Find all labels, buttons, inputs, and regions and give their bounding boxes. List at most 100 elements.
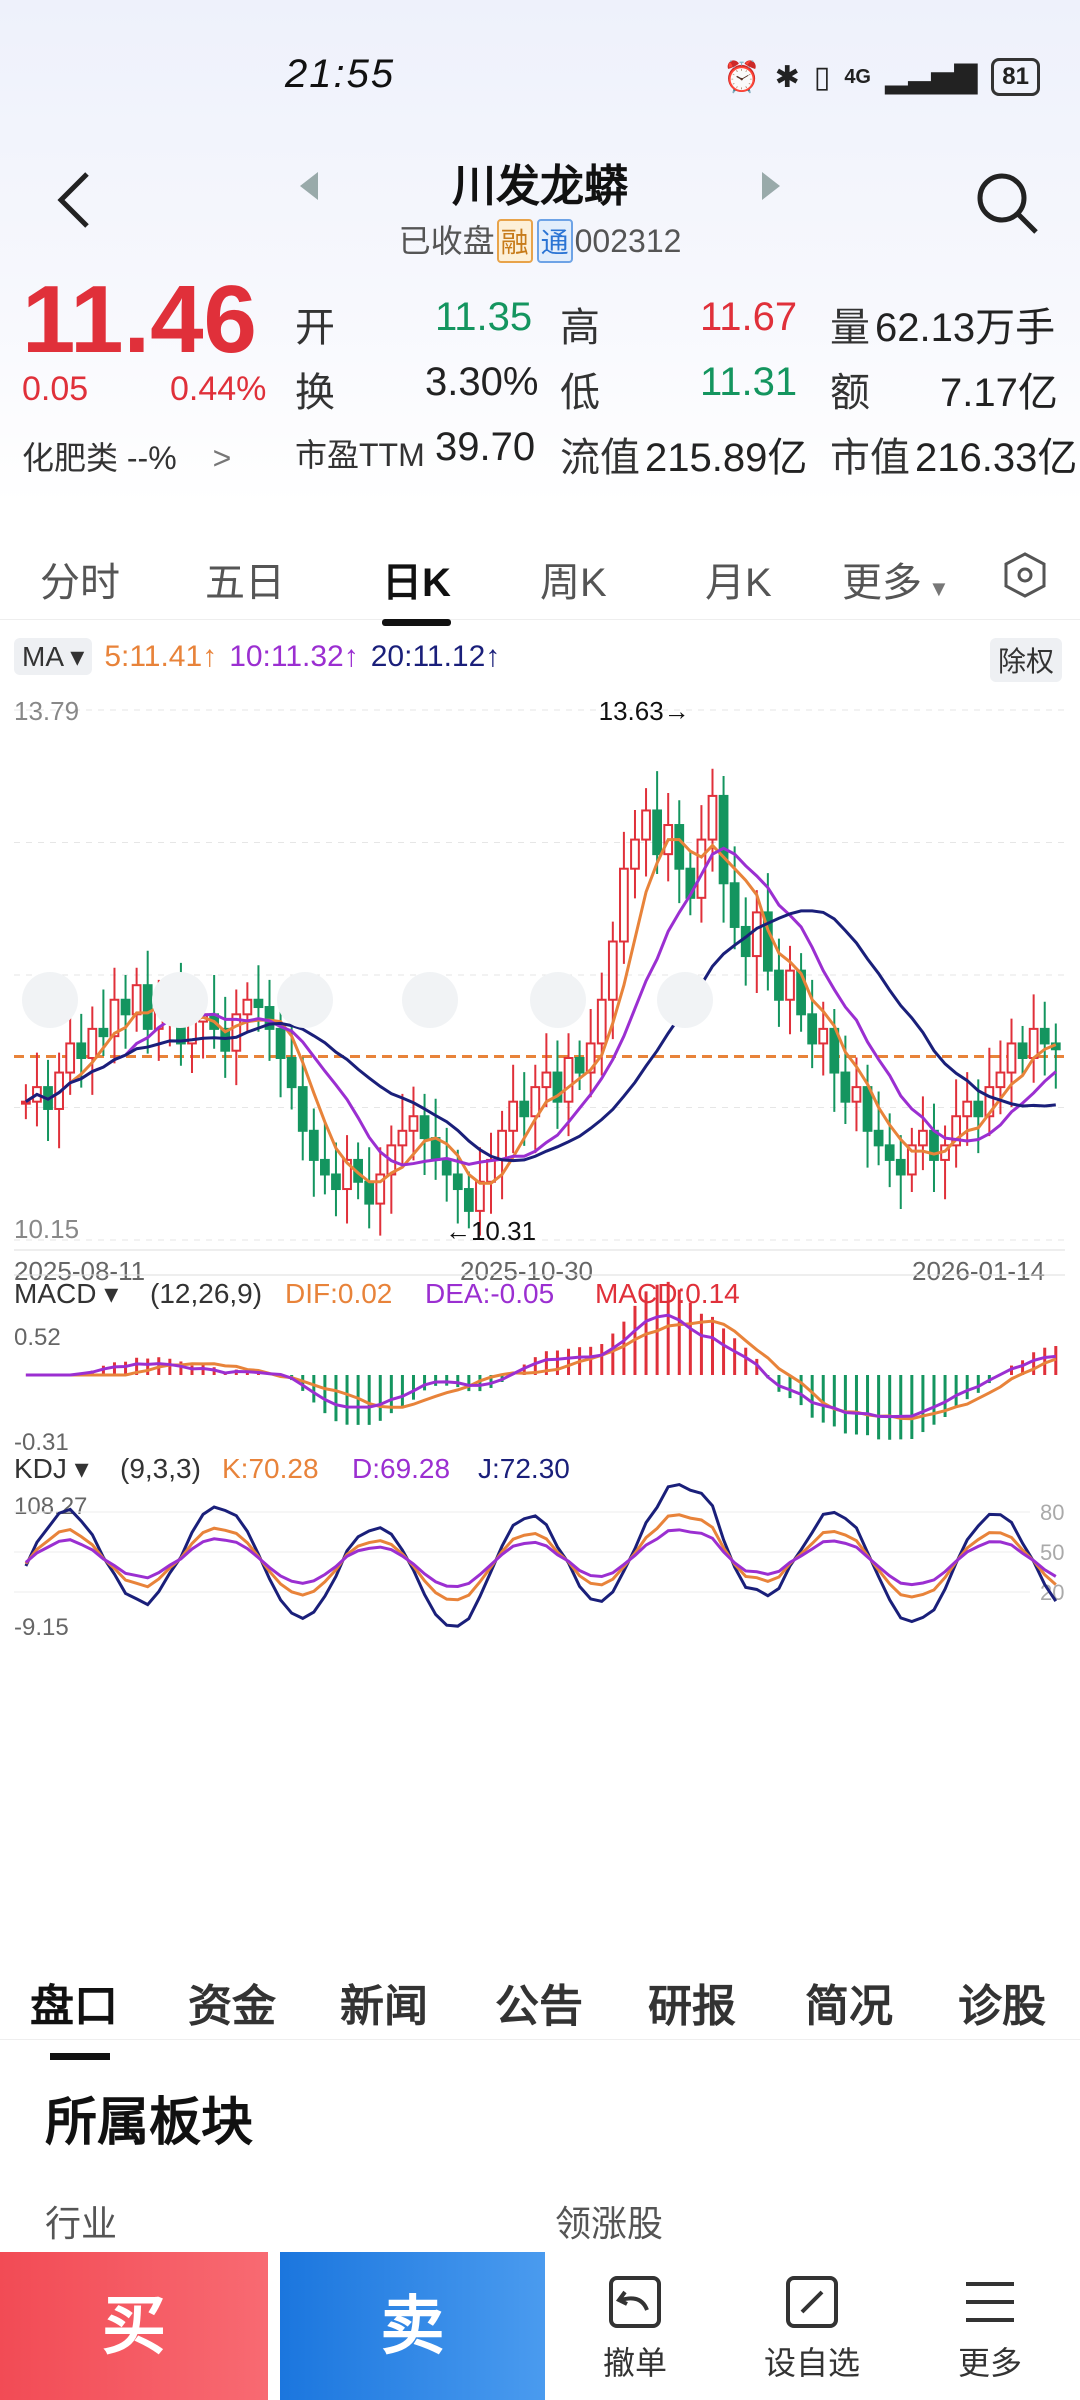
candle-body (87, 1027, 98, 1059)
turnover-label: 换 (295, 371, 335, 415)
battery-icon: 81 (991, 58, 1040, 96)
candle-body (1039, 1027, 1050, 1045)
tab-announcements[interactable]: 公告 (495, 1982, 583, 2031)
ma20-line (25, 909, 1056, 1163)
ma10-value: 10:11.32↑ (229, 639, 359, 673)
candle-body (364, 1180, 375, 1205)
sector-link[interactable]: 化肥类 --% > (22, 440, 232, 476)
chart-settings-icon[interactable] (1000, 550, 1050, 600)
sector-text: 化肥类 --% (22, 440, 177, 476)
tab-profile[interactable]: 简况 (805, 1982, 893, 2031)
ma5-value: 5:11.41↑ (104, 639, 218, 673)
candle-body (984, 1086, 995, 1118)
margin-tag: 融 (496, 219, 533, 263)
cancel-order-button[interactable]: 撤单 (565, 2272, 705, 2384)
next-stock-icon[interactable] (762, 172, 780, 200)
candle-body (21, 1100, 31, 1105)
chart-control-button (22, 972, 78, 1028)
kdj-level-label: 50 (1040, 1540, 1064, 1565)
candle-body (419, 1115, 430, 1140)
prev-stock-icon[interactable] (300, 172, 318, 200)
open-label: 开 (295, 306, 335, 350)
back-icon[interactable] (55, 170, 95, 230)
turnover-value: 3.30% (425, 360, 539, 404)
tab-intraday[interactable]: 分时 (40, 561, 120, 605)
ma-label: MA (22, 641, 63, 672)
chart-control-button (277, 972, 333, 1028)
float-label: 流值 (560, 436, 640, 480)
kline-chart[interactable]: 13.79 10.15 13.63→ ←10.31 2025-08-11 2025-10-… (0, 690, 1080, 1950)
volume-value: 62.13万手 (875, 306, 1056, 350)
tab-more-label: 更多 (842, 561, 922, 605)
candle-body (408, 1115, 419, 1132)
y-max-label: 13.79 (14, 696, 79, 726)
candle-body (486, 1158, 496, 1183)
kdj-params: (9,3,3) (120, 1453, 201, 1484)
candle-body (519, 1100, 530, 1118)
search-icon[interactable] (974, 170, 1040, 236)
pe-value: 39.70 (435, 425, 536, 469)
chart-control-button (530, 972, 586, 1028)
candle-body (452, 1173, 463, 1191)
kdj-k: K:70.28 (222, 1453, 319, 1484)
amount-label: 额 (830, 371, 870, 415)
candle-body (607, 940, 618, 1001)
tab-more[interactable]: 更多 ▼ (842, 550, 950, 608)
candle-body (574, 1056, 585, 1074)
candle-body (873, 1129, 884, 1147)
candle-body (109, 998, 120, 1038)
candle-body (585, 1042, 596, 1074)
candle-body (962, 1100, 973, 1118)
buy-button[interactable]: 买 (0, 2252, 268, 2400)
more-button[interactable]: 更多 (920, 2272, 1060, 2384)
ma-selector[interactable]: MA ▾ (14, 638, 93, 675)
candle-body (375, 1173, 386, 1205)
candle-body (264, 1006, 275, 1030)
candle-body (320, 1158, 330, 1176)
candle-body (441, 1158, 452, 1176)
tab-news[interactable]: 新闻 (340, 1982, 428, 2031)
adjust-button[interactable]: 除权 (989, 638, 1062, 682)
tab-diagnosis[interactable]: 诊股 (958, 1982, 1046, 2031)
tab-research[interactable]: 研报 (648, 1982, 736, 2031)
sell-button[interactable]: 卖 (280, 2252, 545, 2400)
candle-body (619, 867, 629, 943)
kdj-level-label: 80 (1040, 1500, 1064, 1525)
candle-body (918, 1129, 928, 1147)
candle-body (740, 925, 751, 958)
more-label: 更多 (957, 2345, 1022, 2381)
ma-legend: MA ▾ 5:11.41↑ 10:11.32↑ 20:11.12↑ (14, 638, 500, 675)
mcap-value: 216.33亿 (915, 436, 1078, 480)
tab-orderbook[interactable]: 盘口 (30, 1970, 118, 2060)
tab-monthly-k[interactable]: 月K (705, 561, 772, 605)
low-value: 11.31 (700, 360, 798, 404)
candle-body (729, 882, 740, 928)
quote-panel: 11.46 0.05 0.44% 化肥类 --% > 开 11.35 高 11.6… (0, 265, 1080, 485)
network-label: 4G (844, 65, 871, 88)
kdj-j: J:72.30 (478, 1453, 570, 1484)
undo-icon (609, 2276, 661, 2328)
tab-weekly-k[interactable]: 周K (540, 561, 607, 605)
leader-label: 领涨股 (555, 2203, 664, 2244)
candle-body (951, 1115, 962, 1147)
tab-funds[interactable]: 资金 (188, 1982, 276, 2031)
tab-daily-k[interactable]: 日K (382, 550, 451, 626)
k-line (24, 1513, 1057, 1602)
candle-body (840, 1071, 851, 1103)
x-date-label: 2025-10-30 (460, 1256, 593, 1286)
kdj-label: KDJ ▾ (14, 1453, 89, 1484)
chevron-down-icon: ▼ (928, 576, 950, 601)
add-watchlist-button[interactable]: 设自选 (742, 2272, 882, 2384)
candle-body (1028, 1027, 1039, 1059)
candle-body (120, 998, 131, 1016)
amount-value: 7.17亿 (940, 371, 1058, 415)
period-tabs: 分时 五日 日K 周K 月K 更多 ▼ (0, 530, 1080, 626)
candle-body (308, 1129, 319, 1161)
j-line (24, 1483, 1058, 1628)
candle-body (973, 1100, 984, 1118)
tab-five-day[interactable]: 五日 (205, 561, 285, 605)
peak-label: 13.63→ (599, 696, 690, 726)
market-status: 已收盘 (398, 223, 495, 259)
macd-min: -0.31 (14, 1429, 69, 1456)
status-time: 21:55 (285, 52, 396, 96)
